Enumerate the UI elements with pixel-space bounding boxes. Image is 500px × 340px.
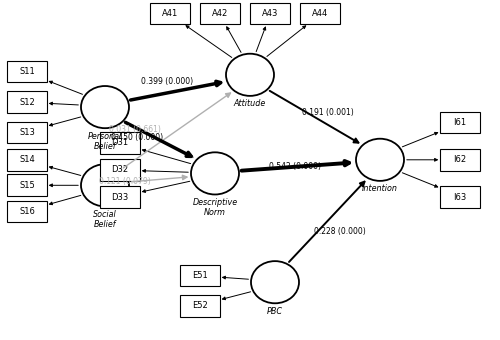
Text: 0.031 (0.661): 0.031 (0.661)	[109, 125, 161, 134]
FancyBboxPatch shape	[200, 3, 240, 24]
Text: I62: I62	[454, 155, 466, 164]
Text: I63: I63	[454, 193, 466, 202]
FancyBboxPatch shape	[440, 112, 480, 133]
Text: D31: D31	[112, 138, 128, 147]
Text: S13: S13	[19, 128, 35, 137]
Text: A42: A42	[212, 9, 228, 18]
Text: 0.399 (0.000): 0.399 (0.000)	[142, 77, 194, 86]
FancyBboxPatch shape	[7, 174, 47, 196]
FancyBboxPatch shape	[150, 3, 190, 24]
FancyBboxPatch shape	[7, 122, 47, 143]
Text: E52: E52	[192, 302, 208, 310]
Text: D33: D33	[112, 193, 128, 202]
Text: 0.542 (0.000): 0.542 (0.000)	[269, 162, 321, 171]
Text: E51: E51	[192, 271, 208, 280]
FancyBboxPatch shape	[100, 186, 140, 208]
Ellipse shape	[81, 86, 129, 128]
FancyBboxPatch shape	[440, 186, 480, 208]
FancyBboxPatch shape	[180, 265, 220, 286]
Text: 0.121 (0.079): 0.121 (0.079)	[99, 177, 151, 186]
FancyBboxPatch shape	[7, 149, 47, 171]
Text: Intention: Intention	[362, 184, 398, 193]
Text: S12: S12	[19, 98, 35, 106]
FancyBboxPatch shape	[7, 61, 47, 82]
FancyBboxPatch shape	[300, 3, 340, 24]
Text: PBC: PBC	[267, 307, 283, 316]
FancyBboxPatch shape	[250, 3, 290, 24]
Text: S14: S14	[19, 155, 35, 164]
FancyBboxPatch shape	[7, 91, 47, 113]
Text: Descriptive
Norm: Descriptive Norm	[192, 198, 238, 217]
Ellipse shape	[191, 152, 239, 194]
Ellipse shape	[251, 261, 299, 303]
Ellipse shape	[356, 139, 404, 181]
Text: A43: A43	[262, 9, 278, 18]
FancyBboxPatch shape	[440, 149, 480, 171]
Text: A44: A44	[312, 9, 328, 18]
Text: 0.228 (0.000): 0.228 (0.000)	[314, 227, 366, 236]
Text: S11: S11	[19, 67, 35, 76]
FancyBboxPatch shape	[100, 159, 140, 181]
Text: D32: D32	[112, 166, 128, 174]
Text: S16: S16	[19, 207, 35, 216]
Ellipse shape	[226, 54, 274, 96]
Text: 0.450 (0.000): 0.450 (0.000)	[112, 133, 164, 142]
FancyBboxPatch shape	[7, 201, 47, 222]
Text: I61: I61	[454, 118, 466, 127]
Text: S15: S15	[19, 181, 35, 190]
FancyBboxPatch shape	[100, 132, 140, 154]
Text: Personal
Belief: Personal Belief	[88, 132, 122, 151]
FancyBboxPatch shape	[180, 295, 220, 317]
Text: A41: A41	[162, 9, 178, 18]
Ellipse shape	[81, 164, 129, 206]
Text: Attitude: Attitude	[234, 99, 266, 108]
Text: Social
Belief: Social Belief	[93, 210, 117, 229]
Text: 0.191 (0.001): 0.191 (0.001)	[302, 108, 354, 117]
